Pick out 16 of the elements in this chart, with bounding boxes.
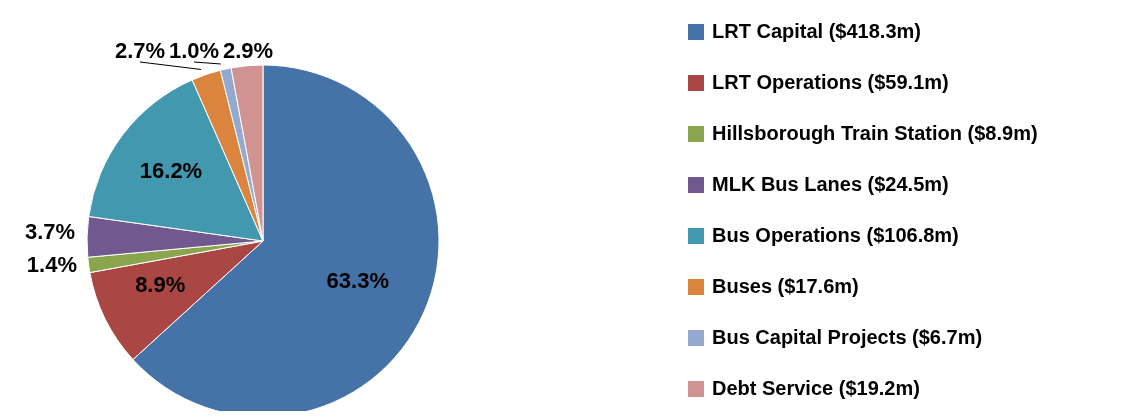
data-label: 1.4%: [26, 251, 78, 277]
data-label: 63.3%: [326, 267, 390, 293]
legend-label: Buses ($17.6m): [712, 275, 859, 298]
legend-label: LRT Operations ($59.1m): [712, 71, 949, 94]
legend-label: Debt Service ($19.2m): [712, 377, 920, 400]
data-label: 2.9%: [222, 37, 274, 63]
data-label: 8.9%: [135, 271, 186, 297]
legend-label: Bus Operations ($106.8m): [712, 224, 959, 247]
legend-label: Bus Capital Projects ($6.7m): [712, 326, 983, 349]
data-label: 1.0%: [168, 37, 220, 63]
legend-label: LRT Capital ($418.3m): [712, 20, 921, 43]
data-label: 3.7%: [24, 218, 76, 244]
legend-label: Hillsborough Train Station ($8.9m): [712, 122, 1038, 145]
legend-label: MLK Bus Lanes ($24.5m): [712, 173, 949, 196]
data-label: 16.2%: [139, 157, 203, 183]
data-label: 2.7%: [114, 37, 166, 63]
